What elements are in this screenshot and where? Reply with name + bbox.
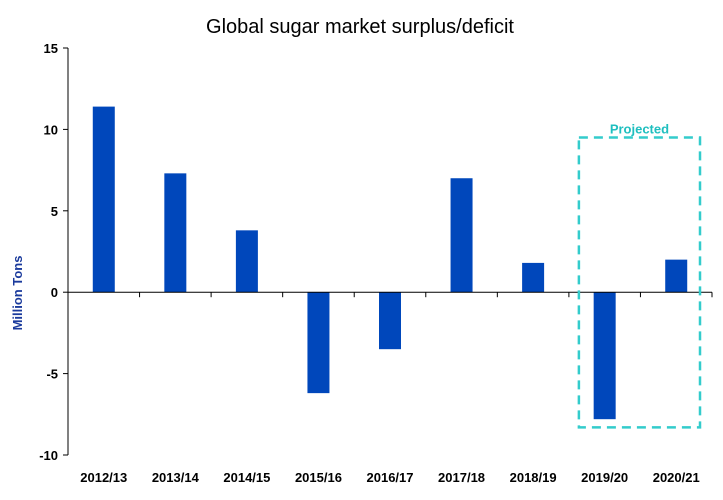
bar bbox=[92, 106, 115, 293]
y-tick-label: 10 bbox=[44, 122, 58, 137]
bar bbox=[665, 259, 688, 293]
bar bbox=[522, 262, 545, 293]
y-tick-label: -10 bbox=[39, 448, 58, 463]
bar bbox=[379, 292, 401, 350]
x-tick-label: 2012/13 bbox=[80, 470, 127, 485]
bar bbox=[164, 173, 187, 293]
x-tick-label: 2019/20 bbox=[581, 470, 628, 485]
projected-label: Projected bbox=[610, 122, 669, 137]
projected-box bbox=[577, 136, 702, 429]
y-axis-label: Million Tons bbox=[10, 256, 25, 331]
x-axis: 2012/13 2013/14 2014/15 2015/16 2016/17 2017/… bbox=[67, 291, 713, 485]
y-tick-label: -5 bbox=[46, 367, 58, 382]
y-tick-label: 5 bbox=[51, 204, 58, 219]
y-tick-label: 0 bbox=[51, 285, 58, 300]
x-tick-label: 2015/16 bbox=[295, 470, 342, 485]
y-axis: 15 10 5 0 -5 -10 bbox=[39, 41, 69, 463]
chart-title: Global sugar market surplus/deficit bbox=[206, 16, 514, 38]
bar bbox=[450, 178, 473, 293]
y-tick-label: 15 bbox=[44, 41, 58, 56]
x-tick-label: 2018/19 bbox=[510, 470, 557, 485]
x-tick-label: 2017/18 bbox=[438, 470, 485, 485]
x-tick-label: 2013/14 bbox=[152, 470, 200, 485]
bar bbox=[593, 292, 616, 420]
x-tick-label: 2016/17 bbox=[367, 470, 414, 485]
x-tick-label: 2020/21 bbox=[653, 470, 700, 485]
bar-series bbox=[92, 106, 688, 420]
bar bbox=[235, 230, 258, 293]
x-tick-label: 2014/15 bbox=[223, 470, 270, 485]
projected-annotation: Projected bbox=[577, 122, 702, 429]
bar bbox=[307, 292, 330, 394]
